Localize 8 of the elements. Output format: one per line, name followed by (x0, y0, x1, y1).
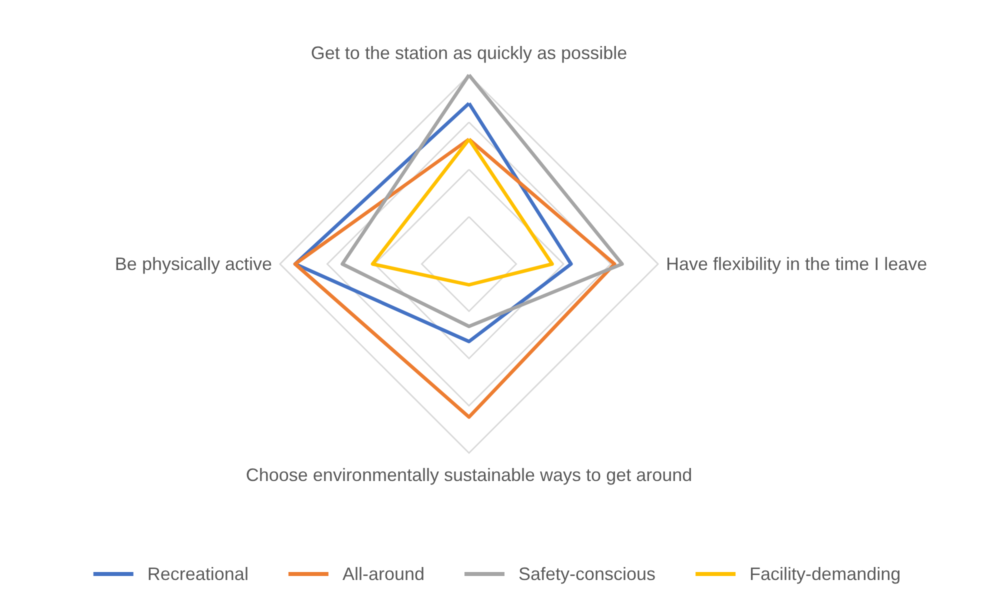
spoke-label: Be physically active (114, 254, 272, 274)
legend-label: Facility-demanding (750, 564, 901, 584)
spoke-label: Choose environmentally sustainable ways to get around (246, 465, 692, 485)
legend-label: All-around (342, 564, 424, 584)
legend-label: Recreational (147, 564, 248, 584)
legend-label: Safety-conscious (518, 564, 656, 584)
spoke-label: Have flexibility in the time I leave (666, 254, 928, 274)
spoke-label: Get to the station as quickly as possible (310, 43, 628, 63)
